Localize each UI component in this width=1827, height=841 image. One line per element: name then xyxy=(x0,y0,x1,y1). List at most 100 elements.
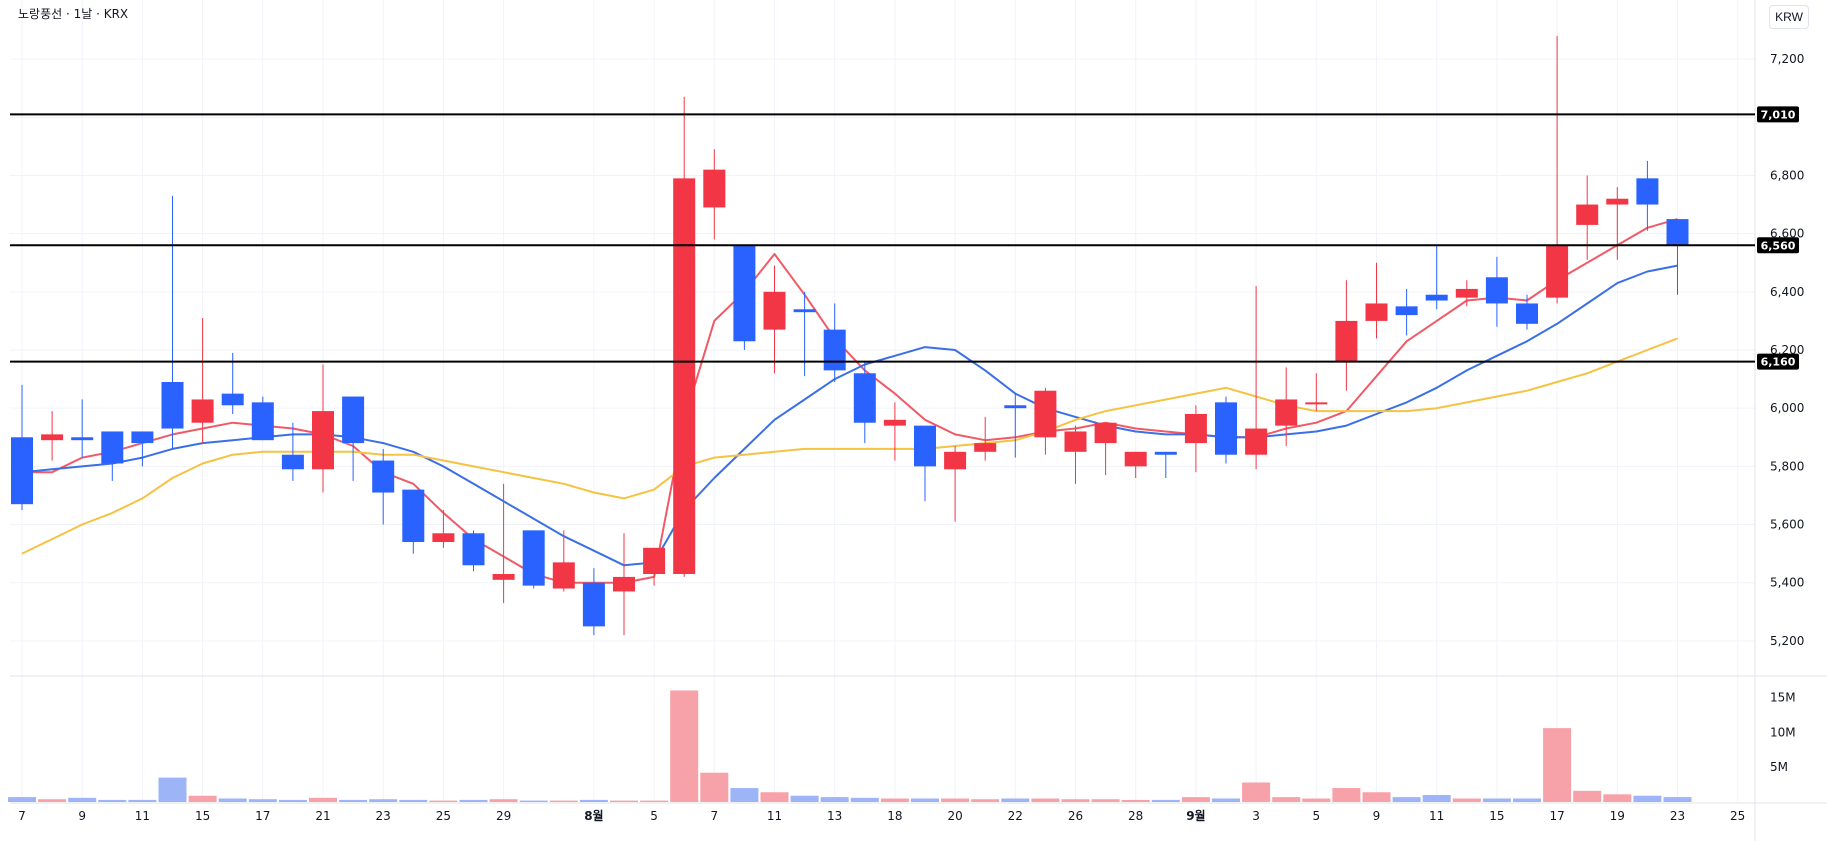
volume-bar xyxy=(941,798,970,802)
volume-bar xyxy=(429,800,458,802)
time-tick-label: 15 xyxy=(1489,809,1504,823)
volume-bar xyxy=(549,800,578,802)
horizontal-line-label: 6,560 xyxy=(1761,239,1796,252)
volume-bar xyxy=(38,799,67,802)
currency-button[interactable]: KRW xyxy=(1769,5,1809,29)
volume-bar xyxy=(8,797,36,802)
volume-bar xyxy=(1663,797,1692,802)
time-tick-label: 18 xyxy=(887,809,902,823)
candle-body xyxy=(161,382,184,429)
candle-body xyxy=(1215,402,1237,455)
volume-bar xyxy=(880,798,909,802)
candle-body xyxy=(974,443,997,452)
time-tick-label: 9 xyxy=(78,809,86,823)
volume-bar xyxy=(519,800,548,802)
volume-bar xyxy=(1242,782,1271,802)
candle-body xyxy=(1606,198,1629,205)
candle-body xyxy=(552,562,575,589)
time-tick-label: 11 xyxy=(767,809,782,823)
candle-body xyxy=(914,425,936,467)
candle-body xyxy=(582,582,605,627)
candle-body xyxy=(101,431,124,464)
candle-body xyxy=(131,431,154,444)
time-tick-label: 23 xyxy=(376,809,391,823)
price-tick-label: 6,400 xyxy=(1770,285,1804,299)
volume-bar xyxy=(1091,799,1120,802)
candle-body xyxy=(793,309,816,313)
axes: 5,200 5,400 5,600 5,800 6,000 6,200 6,400 6,600… xyxy=(18,52,1804,823)
volume-bar xyxy=(1272,797,1301,802)
candle-body xyxy=(1485,277,1508,304)
volume-bar xyxy=(760,792,789,802)
candle-body xyxy=(312,411,334,470)
candle-body xyxy=(281,454,304,470)
volume-bar xyxy=(610,800,638,802)
horizontal-line-label-bg xyxy=(1757,237,1799,254)
volume-bar xyxy=(309,797,337,802)
volume-bar xyxy=(218,798,247,802)
candle-body xyxy=(1365,303,1388,321)
volume-bar xyxy=(971,799,1000,802)
time-tick-label: 17 xyxy=(1549,809,1564,823)
candle-body xyxy=(1666,219,1689,246)
candle-body xyxy=(613,576,635,592)
volume-tick-label: 10M xyxy=(1770,725,1796,739)
candle-body xyxy=(853,373,876,423)
candle-body xyxy=(1124,451,1147,467)
volume-bar xyxy=(730,788,759,802)
time-tick-label: 19 xyxy=(1610,809,1625,823)
candle-body xyxy=(1004,405,1027,409)
volume-bar xyxy=(1061,799,1090,802)
volume-bar xyxy=(1422,795,1451,802)
volume-bar xyxy=(369,799,398,802)
candle-body xyxy=(673,178,696,574)
time-tick-label: 25 xyxy=(1730,809,1745,823)
volume-bar xyxy=(579,799,608,802)
candle-body xyxy=(1275,399,1298,426)
candle-body xyxy=(703,169,726,208)
volume-bar xyxy=(1573,790,1602,802)
candle-body xyxy=(372,460,395,493)
time-tick-label: 11 xyxy=(135,809,150,823)
candle-body xyxy=(191,399,214,423)
chart-title: 노랑풍선 · 1날 · KRX xyxy=(18,7,129,21)
candle-body xyxy=(944,451,967,470)
candle-body xyxy=(11,437,33,505)
volume-bar xyxy=(158,777,187,802)
price-tick-label: 5,800 xyxy=(1770,459,1804,473)
candle-body xyxy=(342,396,365,444)
candle-body xyxy=(1335,320,1358,362)
candle-body xyxy=(1305,402,1328,405)
time-tick-label: 17 xyxy=(255,809,270,823)
price-tick-label: 6,200 xyxy=(1770,343,1804,357)
candle-body xyxy=(402,489,425,542)
price-tick-label: 5,400 xyxy=(1770,576,1804,590)
grid-lines xyxy=(10,0,1827,841)
time-tick-label: 21 xyxy=(315,809,330,823)
candle-body xyxy=(1425,294,1448,301)
candle-body xyxy=(462,533,485,566)
candle-body xyxy=(763,291,786,330)
time-tick-label: 15 xyxy=(195,809,210,823)
candle-body xyxy=(1064,431,1087,452)
volume-bar xyxy=(128,799,157,802)
volume-bar xyxy=(1452,798,1481,802)
candle-body xyxy=(823,329,846,371)
volume-tick-label: 15M xyxy=(1770,690,1796,704)
volume-bar xyxy=(1633,795,1662,802)
price-tick-label: 5,600 xyxy=(1770,518,1804,532)
candle-body xyxy=(522,530,545,586)
volume-bar xyxy=(670,690,699,802)
time-tick-label: 11 xyxy=(1429,809,1444,823)
ma-line-ma5 xyxy=(22,218,1678,584)
time-tick-label: 3 xyxy=(1252,809,1260,823)
volume-bar xyxy=(820,797,849,802)
candle-body xyxy=(733,245,756,342)
candle-body xyxy=(1636,178,1659,205)
volume-bar xyxy=(278,799,307,802)
candle-body xyxy=(1034,390,1057,438)
horizontal-lines[interactable]: 7,010 6,560 6,160 xyxy=(10,106,1799,370)
volume-bars xyxy=(8,690,1692,802)
volume-bar xyxy=(1362,792,1391,802)
